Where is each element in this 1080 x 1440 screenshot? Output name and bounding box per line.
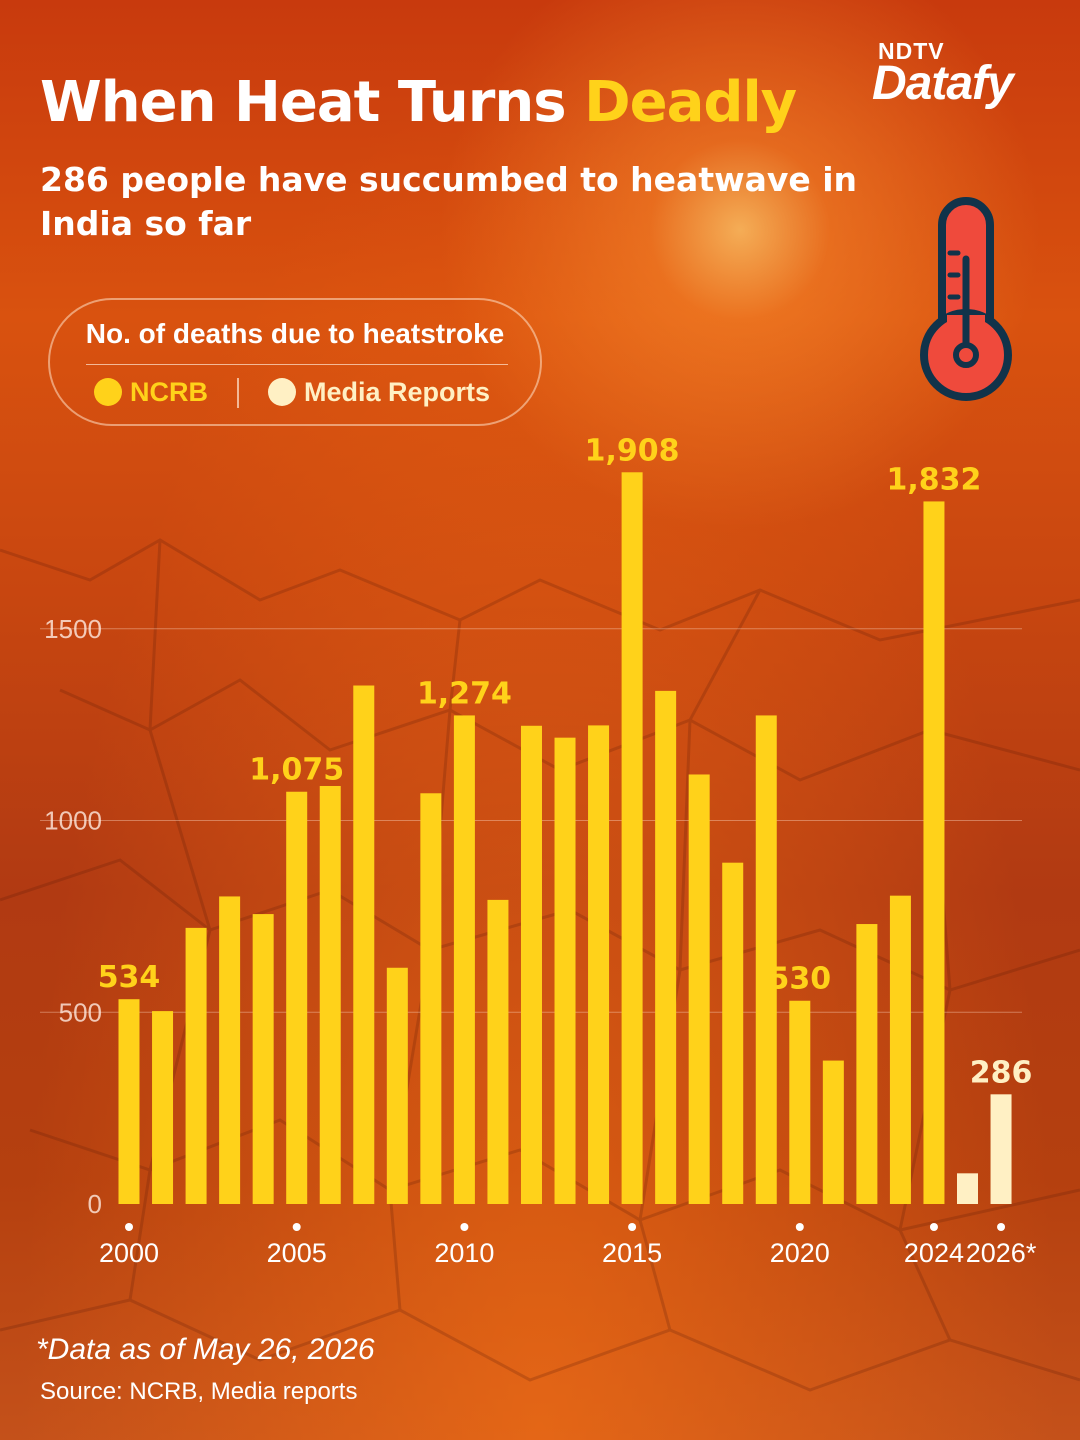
data-label-2026-star: 286 [970, 1055, 1033, 1090]
x-tick-label-2026-star: 2026* [966, 1238, 1037, 1268]
x-tick-dot-2020 [795, 1223, 804, 1231]
bar-2000 [118, 999, 140, 1204]
x-tick-label-2000: 2000 [99, 1238, 159, 1268]
legend-title: No. of deaths due to heatstroke [85, 318, 505, 349]
bar-2025 [957, 1173, 978, 1204]
bar-2016 [655, 690, 677, 1204]
y-tick-label-0: 0 [88, 1189, 102, 1219]
bar-2011 [487, 899, 509, 1204]
bar-2017 [688, 774, 710, 1204]
data-label-2005: 1,075 [249, 753, 344, 788]
legend-swatch-ncrb [94, 378, 122, 406]
data-label-2000: 534 [98, 960, 161, 995]
y-tick-label-1000: 1000 [44, 806, 102, 836]
bar-2012 [520, 725, 542, 1204]
brand-main-text: Datafy [872, 57, 1014, 110]
legend-divider [86, 364, 508, 365]
bar-2007 [353, 685, 375, 1204]
data-note: *Data as of May 26, 2026 [36, 1333, 375, 1366]
legend-item-ncrb: NCRB [94, 376, 208, 408]
bar-2005 [286, 791, 308, 1204]
bar-2001 [152, 1011, 174, 1204]
x-tick-dot-2024 [929, 1223, 938, 1231]
bar-2019 [755, 715, 777, 1204]
legend-label-ncrb: NCRB [130, 376, 208, 407]
legend-item-media-reports: Media Reports [268, 376, 490, 408]
page-subtitle: 286 people have succumbed to heatwave in… [40, 160, 858, 243]
legend-label-media-reports: Media Reports [304, 376, 491, 407]
x-tick-label-2020: 2020 [770, 1238, 830, 1268]
bar-2015 [621, 472, 643, 1205]
data-label-2010: 1,274 [417, 676, 512, 711]
page-title: When Heat Turns Deadly [40, 70, 797, 135]
x-tick-dot-2015 [628, 1223, 637, 1231]
chart-legend: No. of deaths due to heatstroke NCRB Med… [48, 298, 542, 426]
title-highlight: Deadly [584, 70, 797, 135]
x-tick-dot-2005 [292, 1223, 301, 1231]
y-tick-label-500: 500 [59, 997, 102, 1027]
bar-2013 [554, 737, 576, 1204]
bar-2026-star [990, 1094, 1012, 1204]
bar-2003 [219, 896, 241, 1204]
bar-2010 [453, 715, 475, 1204]
bar-2002 [185, 927, 207, 1204]
legend-swatch-media-reports [268, 378, 296, 406]
title-main: When Heat Turns [40, 70, 567, 135]
bar-2021 [822, 1060, 844, 1204]
data-label-2020: 530 [768, 962, 831, 997]
bar-2004 [252, 914, 274, 1204]
x-tick-label-2010: 2010 [434, 1238, 494, 1268]
x-tick-label-2005: 2005 [267, 1238, 327, 1268]
bar-chart: 0 500 1000 1500 2000 2005 2010 2015 2020 2024 2026… [40, 433, 1037, 1268]
brand-logo: NDTV Datafy [872, 38, 1052, 118]
x-tick-dot-2010 [460, 1223, 469, 1231]
bar-2006 [319, 785, 341, 1204]
thermometer-icon [920, 197, 1012, 401]
data-label-2024: 1,832 [887, 462, 982, 497]
y-tick-label-1500: 1500 [44, 614, 102, 644]
bar-2008 [386, 967, 408, 1204]
x-tick-label-2024: 2024 [904, 1238, 964, 1268]
bar-2009 [420, 793, 442, 1204]
bar-2018 [722, 862, 744, 1204]
x-tick-dot-2000 [125, 1223, 133, 1231]
bar-2020 [789, 1000, 811, 1204]
x-tick-label-2015: 2015 [602, 1238, 662, 1268]
legend-separator [237, 378, 239, 408]
brand-top-text: NDTV [878, 38, 945, 64]
bar-2014 [588, 725, 610, 1204]
x-tick-dot-2026-star [997, 1223, 1006, 1231]
data-source: Source: NCRB, Media reports [40, 1378, 358, 1405]
bar-2024 [923, 501, 945, 1205]
bar-2022 [856, 924, 878, 1204]
data-label-2015: 1,908 [585, 433, 680, 468]
bar-2023 [889, 895, 911, 1204]
